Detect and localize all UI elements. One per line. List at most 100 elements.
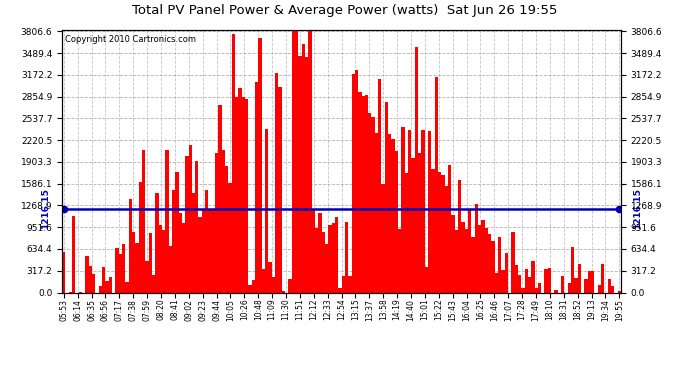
Bar (168, 246, 172, 292)
Bar (295, 31, 298, 292)
Bar (232, 34, 235, 292)
Bar (528, 278, 531, 292)
Bar (298, 56, 302, 292)
Bar (308, 31, 312, 292)
Bar (378, 79, 382, 292)
Bar (215, 153, 219, 292)
Bar (488, 234, 491, 292)
Bar (155, 193, 159, 292)
Bar (132, 232, 135, 292)
Bar (535, 288, 538, 292)
Bar (126, 282, 128, 292)
Bar (162, 230, 165, 292)
Bar (292, 31, 295, 292)
Bar (201, 209, 205, 292)
Bar (182, 223, 185, 292)
Bar (442, 176, 444, 292)
Bar (338, 288, 342, 292)
Bar (398, 229, 402, 292)
Bar (478, 225, 481, 292)
Bar (435, 77, 438, 292)
Bar (332, 223, 335, 292)
Bar (515, 265, 518, 292)
Bar (455, 230, 458, 292)
Bar (122, 244, 126, 292)
Bar (185, 156, 188, 292)
Bar (578, 264, 581, 292)
Bar (531, 261, 535, 292)
Bar (258, 38, 262, 292)
Bar (325, 244, 328, 292)
Bar (555, 291, 558, 292)
Bar (335, 217, 338, 292)
Bar (99, 286, 102, 292)
Bar (608, 279, 611, 292)
Text: Copyright 2010 Cartronics.com: Copyright 2010 Cartronics.com (65, 35, 196, 44)
Bar (501, 270, 504, 292)
Bar (165, 150, 168, 292)
Bar (415, 47, 418, 292)
Bar (448, 165, 451, 292)
Bar (128, 199, 132, 292)
Bar (262, 269, 265, 292)
Bar (495, 273, 498, 292)
Bar (498, 237, 501, 292)
Bar (385, 102, 388, 292)
Bar (375, 133, 378, 292)
Bar (345, 222, 348, 292)
Bar (548, 268, 551, 292)
Bar (239, 88, 241, 292)
Bar (312, 209, 315, 292)
Bar (458, 180, 462, 292)
Bar (288, 279, 292, 292)
Bar (611, 286, 614, 292)
Bar (179, 213, 182, 292)
Bar (428, 131, 431, 292)
Bar (208, 210, 212, 292)
Bar (518, 274, 521, 292)
Bar (195, 161, 199, 292)
Bar (245, 99, 248, 292)
Bar (159, 225, 162, 292)
Bar (464, 229, 468, 292)
Bar (601, 264, 604, 292)
Bar (318, 213, 322, 292)
Bar (475, 204, 478, 292)
Bar (252, 280, 255, 292)
Bar (72, 216, 75, 292)
Bar (86, 256, 89, 292)
Bar (106, 281, 109, 292)
Bar (305, 57, 308, 292)
Bar (212, 209, 215, 292)
Bar (368, 113, 371, 292)
Bar (591, 271, 594, 292)
Bar (511, 232, 515, 292)
Bar (484, 228, 488, 292)
Bar (468, 210, 471, 292)
Bar (135, 243, 139, 292)
Bar (422, 130, 425, 292)
Bar (348, 276, 351, 292)
Bar (371, 117, 375, 292)
Bar (411, 158, 415, 292)
Bar (152, 276, 155, 292)
Bar (584, 279, 588, 292)
Bar (355, 70, 358, 292)
Bar (418, 153, 422, 292)
Bar (598, 285, 601, 292)
Bar (139, 182, 142, 292)
Bar (188, 146, 192, 292)
Bar (265, 129, 268, 292)
Bar (278, 87, 282, 292)
Bar (588, 271, 591, 292)
Bar (544, 269, 548, 292)
Bar (192, 193, 195, 292)
Bar (351, 74, 355, 292)
Bar (561, 276, 564, 292)
Bar (62, 252, 66, 292)
Bar (255, 82, 258, 292)
Bar (172, 190, 175, 292)
Bar (89, 267, 92, 292)
Bar (388, 134, 391, 292)
Bar (221, 150, 225, 292)
